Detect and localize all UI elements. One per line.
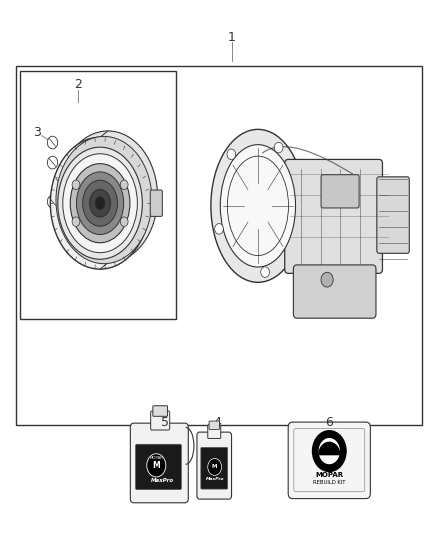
Circle shape: [47, 136, 58, 149]
FancyBboxPatch shape: [151, 411, 170, 430]
Circle shape: [147, 454, 166, 477]
Circle shape: [72, 180, 80, 190]
Circle shape: [120, 180, 128, 190]
Text: 5: 5: [161, 416, 169, 429]
Text: M: M: [212, 464, 217, 470]
Ellipse shape: [56, 136, 152, 264]
Text: MaxPro: MaxPro: [151, 478, 174, 482]
Ellipse shape: [58, 147, 142, 259]
Ellipse shape: [63, 154, 138, 253]
Circle shape: [208, 458, 222, 475]
Ellipse shape: [90, 189, 110, 217]
Text: 4: 4: [213, 416, 221, 429]
Ellipse shape: [220, 144, 296, 267]
FancyBboxPatch shape: [208, 425, 221, 439]
Bar: [16, 66, 422, 425]
Ellipse shape: [58, 131, 158, 263]
Circle shape: [120, 217, 128, 227]
Text: 3: 3: [33, 125, 41, 139]
Text: M: M: [152, 461, 160, 470]
Ellipse shape: [70, 164, 130, 243]
FancyBboxPatch shape: [377, 177, 409, 253]
Text: MOPAR: MOPAR: [315, 472, 343, 478]
FancyBboxPatch shape: [321, 175, 359, 208]
FancyBboxPatch shape: [131, 423, 188, 503]
Ellipse shape: [83, 180, 117, 227]
FancyBboxPatch shape: [293, 265, 376, 318]
FancyBboxPatch shape: [285, 159, 382, 273]
Ellipse shape: [77, 172, 124, 235]
FancyBboxPatch shape: [209, 421, 219, 430]
Ellipse shape: [211, 130, 305, 282]
Text: 2: 2: [74, 78, 82, 91]
Circle shape: [227, 149, 236, 159]
Circle shape: [318, 438, 340, 465]
Circle shape: [72, 217, 80, 227]
Bar: [20, 71, 176, 319]
FancyBboxPatch shape: [288, 422, 371, 498]
FancyBboxPatch shape: [201, 447, 228, 489]
Text: MaxPro: MaxPro: [205, 477, 224, 481]
Circle shape: [47, 195, 58, 208]
Ellipse shape: [95, 197, 105, 210]
Ellipse shape: [50, 138, 150, 269]
Circle shape: [313, 431, 346, 471]
Text: 6: 6: [325, 416, 333, 429]
Wedge shape: [318, 442, 340, 455]
Text: 1: 1: [228, 30, 236, 44]
Circle shape: [261, 267, 269, 277]
Circle shape: [274, 142, 283, 153]
Circle shape: [215, 223, 223, 234]
FancyBboxPatch shape: [197, 432, 232, 499]
FancyBboxPatch shape: [150, 190, 162, 216]
Circle shape: [47, 156, 58, 169]
Circle shape: [321, 272, 333, 287]
Text: MOPAR: MOPAR: [149, 456, 163, 460]
FancyBboxPatch shape: [135, 444, 181, 490]
Text: REBUILD KIT: REBUILD KIT: [313, 480, 346, 485]
FancyBboxPatch shape: [153, 406, 168, 416]
Circle shape: [54, 176, 64, 189]
